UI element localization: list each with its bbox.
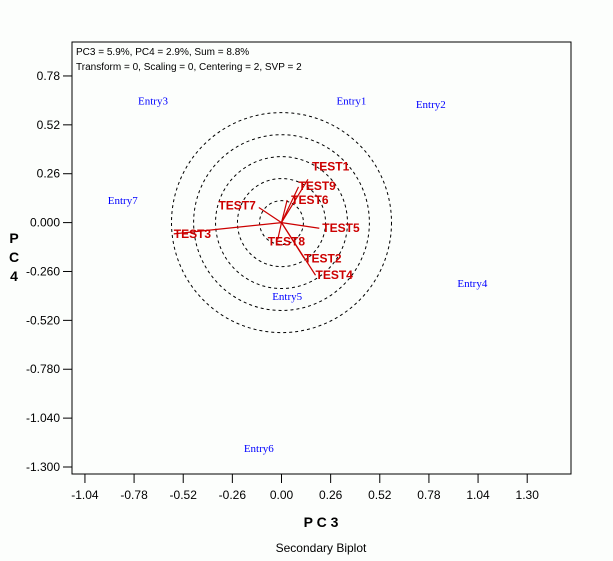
tester-label-test1: TEST1 bbox=[312, 159, 350, 173]
entry-label-entry1: Entry1 bbox=[336, 95, 366, 107]
concentric-circle bbox=[171, 112, 392, 334]
y-tick-label: 0.52 bbox=[37, 118, 61, 132]
entry-label-entry3: Entry3 bbox=[138, 95, 168, 107]
concentric-circle bbox=[236, 178, 327, 268]
tester-label-test3: TEST3 bbox=[174, 227, 212, 241]
entry-label-entry4: Entry4 bbox=[457, 278, 487, 290]
x-tick-label: 1.04 bbox=[466, 488, 490, 502]
y-tick-label: -0.260 bbox=[26, 264, 60, 278]
y-tick-label: 0.26 bbox=[37, 167, 61, 181]
concentric-circle bbox=[193, 134, 370, 311]
tester-vector-test9 bbox=[280, 186, 300, 223]
y-axis-label-4: 4 bbox=[10, 268, 18, 284]
plot-frame bbox=[71, 41, 572, 475]
x-tick-label: -0.52 bbox=[170, 488, 198, 502]
tester-vector-test7 bbox=[258, 207, 282, 224]
tester-label-test5: TEST5 bbox=[322, 221, 360, 235]
info-line-1: PC3 = 5.9%, PC4 = 2.9%, Sum = 8.8% bbox=[76, 47, 249, 58]
x-tick-label: 0.78 bbox=[417, 488, 441, 502]
x-tick-label: -0.26 bbox=[219, 488, 247, 502]
tester-vector-test3 bbox=[173, 222, 282, 235]
y-tick-label: -1.300 bbox=[26, 460, 60, 474]
entry-label-entry6: Entry6 bbox=[244, 443, 274, 455]
entry-label-entry5: Entry5 bbox=[272, 291, 302, 303]
chart-caption: Secondary Biplot bbox=[276, 541, 367, 555]
info-line-2: Transform = 0, Scaling = 0, Centering = … bbox=[76, 62, 302, 73]
tester-vector-test1 bbox=[280, 179, 309, 223]
x-tick-label: 0.00 bbox=[270, 488, 294, 502]
x-tick-label: 1.30 bbox=[516, 488, 540, 502]
x-tick-label: 0.52 bbox=[368, 488, 392, 502]
y-axis-label-p: P bbox=[9, 230, 18, 246]
tester-label-test6: TEST6 bbox=[291, 193, 329, 207]
tester-vector-test6 bbox=[280, 199, 288, 223]
tester-label-test9: TEST9 bbox=[299, 179, 337, 193]
y-tick-label: -0.520 bbox=[26, 313, 60, 327]
x-tick-label: -1.04 bbox=[71, 488, 99, 502]
x-tick-label: -0.78 bbox=[120, 488, 148, 502]
concentric-circle bbox=[215, 156, 348, 290]
y-tick-label: 0.000 bbox=[30, 216, 60, 230]
y-tick-label: 0.78 bbox=[37, 69, 61, 83]
tester-vector-test8 bbox=[277, 222, 283, 240]
x-tick-label: 0.26 bbox=[319, 488, 343, 502]
entry-label-entry7: Entry7 bbox=[108, 195, 138, 207]
tester-label-test7: TEST7 bbox=[218, 199, 256, 213]
x-axis-label: P C 3 bbox=[304, 514, 339, 530]
tester-vector-test5 bbox=[281, 222, 320, 229]
tester-label-test8: TEST8 bbox=[268, 235, 306, 249]
tester-label-test2: TEST2 bbox=[304, 251, 342, 265]
entry-label-entry2: Entry2 bbox=[416, 99, 446, 111]
concentric-circle bbox=[259, 200, 304, 246]
y-axis-label-c: C bbox=[9, 249, 19, 265]
tester-vector-test4 bbox=[280, 222, 317, 276]
y-tick-label: -0.780 bbox=[26, 362, 60, 376]
tester-label-test4: TEST4 bbox=[316, 268, 354, 282]
y-tick-label: -1.040 bbox=[26, 411, 60, 425]
